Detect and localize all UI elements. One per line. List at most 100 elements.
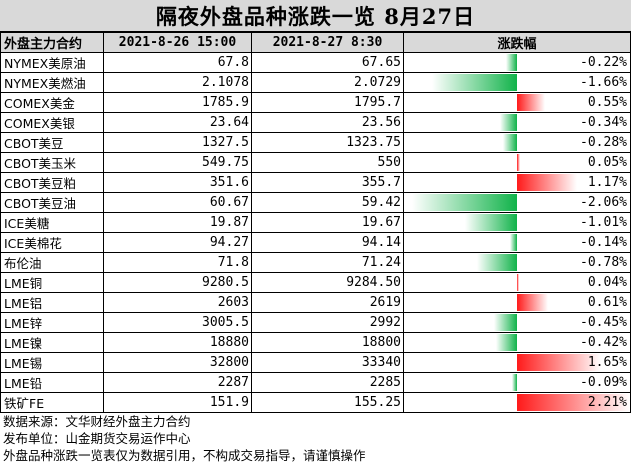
change-bar-negative [512, 374, 517, 391]
curr-price: 94.14 [251, 232, 404, 253]
change-value: -0.28% [580, 135, 627, 150]
change-cell: -1.01% [403, 212, 631, 233]
prev-price: 19.87 [103, 212, 252, 233]
change-bar-negative [411, 194, 517, 211]
change-value: -0.14% [580, 235, 627, 250]
curr-price: 2619 [251, 292, 404, 313]
table-row: LME铅 2287 2285 -0.09% [0, 372, 631, 393]
prev-price: 23.64 [103, 112, 252, 133]
change-cell: -0.42% [403, 332, 631, 353]
change-value: -1.01% [580, 215, 627, 230]
change-cell: -0.22% [403, 52, 631, 73]
change-bar-negative [494, 314, 517, 331]
change-value: 0.04% [587, 275, 627, 290]
contract-name: LME铜 [0, 272, 104, 293]
change-value: -0.34% [580, 115, 627, 130]
page-title: 隔夜外盘品种涨跌一览 8月27日 [0, 0, 631, 32]
change-cell: 2.21% [403, 392, 631, 413]
change-bar-positive [517, 394, 630, 411]
contract-name: CBOT美豆粕 [0, 172, 104, 193]
curr-price: 155.25 [251, 392, 404, 413]
curr-price: 23.56 [251, 112, 404, 133]
change-cell: 0.04% [403, 272, 631, 293]
header-prev-time: 2021-8-26 15:00 [103, 32, 252, 53]
change-bar-negative [505, 54, 517, 71]
prev-price: 1785.9 [103, 92, 252, 113]
contract-name: COMEX美金 [0, 92, 104, 113]
change-value: 0.05% [587, 155, 627, 170]
contract-name: ICE美棉花 [0, 232, 104, 253]
prev-price: 71.8 [103, 252, 252, 273]
prev-price: 18880 [103, 332, 252, 353]
change-value: 0.55% [587, 95, 627, 110]
table-row: NYMEX美燃油 2.1078 2.0729 -1.66% [0, 72, 631, 93]
change-bar-positive [517, 274, 520, 291]
table-row: ICE美棉花 94.27 94.14 -0.14% [0, 232, 631, 253]
table-row: CBOT美豆粕 351.6 355.7 1.17% [0, 172, 631, 193]
curr-price: 71.24 [251, 252, 404, 273]
prev-price: 2.1078 [103, 72, 252, 93]
change-value: -0.45% [580, 315, 627, 330]
footer-publisher: 发布单位：山金期货交易运作中心 [3, 431, 191, 446]
table-row: LME镍 18880 18800 -0.42% [0, 332, 631, 353]
change-cell: -0.14% [403, 232, 631, 253]
prev-price: 549.75 [103, 152, 252, 173]
change-value: 1.65% [587, 355, 627, 370]
table-row: LME铝 2603 2619 0.61% [0, 292, 631, 313]
prev-price: 351.6 [103, 172, 252, 193]
contract-name: LME锡 [0, 352, 104, 373]
change-cell: -0.28% [403, 132, 631, 153]
change-value: 0.61% [587, 295, 627, 310]
change-cell: -2.06% [403, 192, 631, 213]
change-value: 1.17% [587, 175, 627, 190]
contract-name: CBOT美豆油 [0, 192, 104, 213]
change-cell: -0.09% [403, 372, 631, 393]
change-value: -0.22% [580, 55, 627, 70]
prev-price: 9280.5 [103, 272, 252, 293]
prev-price: 94.27 [103, 232, 252, 253]
contract-name: 布伦油 [0, 252, 104, 273]
change-bar-negative [495, 334, 517, 351]
change-value: -1.66% [580, 75, 627, 90]
table-row: COMEX美银 23.64 23.56 -0.34% [0, 112, 631, 133]
change-value: -0.42% [580, 335, 627, 350]
prev-price: 1327.5 [103, 132, 252, 153]
curr-price: 2285 [251, 372, 404, 393]
table-row: ICE美糖 19.87 19.67 -1.01% [0, 212, 631, 233]
contract-name: CBOT美玉米 [0, 152, 104, 173]
change-bar-positive [517, 174, 577, 191]
contract-name: 铁矿FE [0, 392, 104, 413]
header-curr-time: 2021-8-27 8:30 [251, 32, 404, 53]
table-header-row: 外盘主力合约 2021-8-26 15:00 2021-8-27 8:30 涨跌… [0, 32, 631, 53]
change-bar-positive [517, 354, 602, 371]
table-row: LME锌 3005.5 2992 -0.45% [0, 312, 631, 333]
change-bar-negative [432, 74, 517, 91]
table-row: LME铜 9280.5 9284.50 0.04% [0, 272, 631, 293]
prev-price: 151.9 [103, 392, 252, 413]
curr-price: 19.67 [251, 212, 404, 233]
change-value: 2.21% [587, 395, 627, 410]
price-change-table: 外盘主力合约 2021-8-26 15:00 2021-8-27 8:30 涨跌… [0, 32, 631, 413]
table-row: 布伦油 71.8 71.24 -0.78% [0, 252, 631, 273]
prev-price: 67.8 [103, 52, 252, 73]
contract-name: ICE美糖 [0, 212, 104, 233]
curr-price: 1795.7 [251, 92, 404, 113]
curr-price: 18800 [251, 332, 404, 353]
contract-name: NYMEX美燃油 [0, 72, 104, 93]
curr-price: 1323.75 [251, 132, 404, 153]
footer-source: 数据来源：文华财经外盘主力合约 [3, 414, 191, 429]
prev-price: 32800 [103, 352, 252, 373]
change-bar-negative [499, 114, 517, 131]
change-value: -0.78% [580, 255, 627, 270]
contract-name: COMEX美银 [0, 112, 104, 133]
change-cell: 1.17% [403, 172, 631, 193]
change-bar-positive [517, 294, 549, 311]
change-value: -0.09% [580, 375, 627, 390]
change-bar-negative [509, 234, 517, 251]
contract-name: LME锌 [0, 312, 104, 333]
curr-price: 355.7 [251, 172, 404, 193]
curr-price: 9284.50 [251, 272, 404, 293]
table-row: CBOT美豆 1327.5 1323.75 -0.28% [0, 132, 631, 153]
table-row: LME锡 32800 33340 1.65% [0, 352, 631, 373]
